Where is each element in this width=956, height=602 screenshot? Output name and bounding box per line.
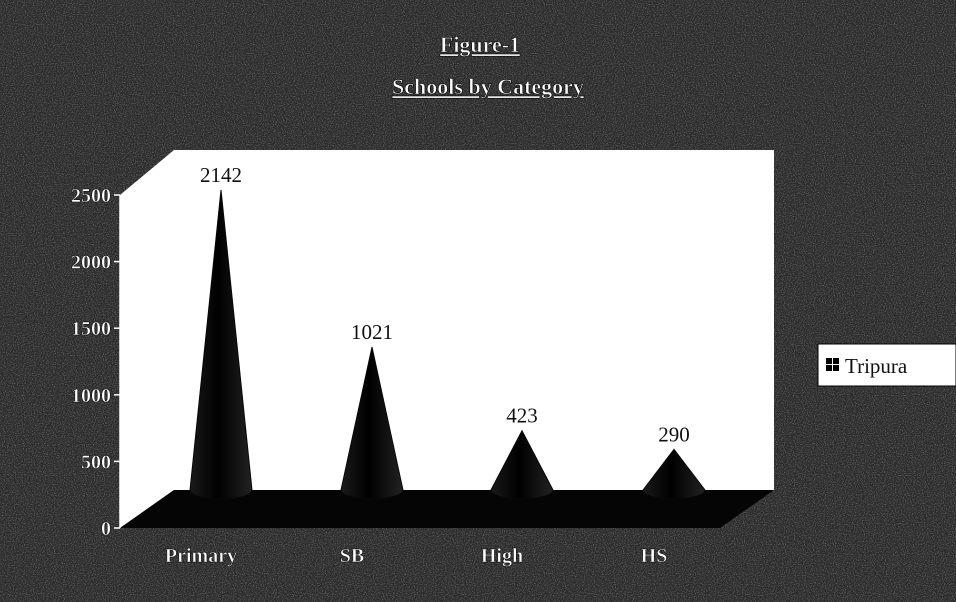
chart-title: Figure-1 <box>440 32 520 57</box>
cone-primary <box>189 189 253 500</box>
cone-hs <box>642 448 706 500</box>
y-tick-label: 1000 <box>71 385 111 407</box>
legend: Tripura <box>817 343 956 387</box>
x-axis-labels: Primary SB High HS <box>165 545 668 568</box>
x-tick-label-sb: SB <box>340 545 364 567</box>
cone-sb <box>340 346 404 500</box>
y-tick-label: 2000 <box>71 252 111 274</box>
data-label-hs: 290 <box>658 422 690 446</box>
cone-series <box>189 189 706 500</box>
y-tick-label: 2500 <box>71 185 111 207</box>
x-tick-label-hs: HS <box>641 545 668 567</box>
y-tick-label: 0 <box>101 518 111 540</box>
y-tick-label: 1500 <box>71 318 111 340</box>
data-labels: 2142 1021 423 290 <box>200 163 690 446</box>
data-label-sb: 1021 <box>351 320 393 344</box>
side-wall <box>120 150 174 528</box>
plot-back-wall <box>174 150 774 490</box>
x-tick-label-high: High <box>481 545 523 567</box>
legend-label-tripura: Tripura <box>845 354 908 378</box>
data-label-high: 423 <box>506 404 538 428</box>
chart-subtitle: Schools by Category <box>392 74 584 99</box>
cone-high <box>490 429 554 500</box>
y-axis-ticks: 0 500 1000 1500 2000 2500 <box>71 185 120 540</box>
plot-floor <box>120 490 774 528</box>
x-tick-label-primary: Primary <box>165 545 237 567</box>
legend-box <box>817 343 956 387</box>
data-label-primary: 2142 <box>200 163 242 187</box>
y-tick-label: 500 <box>81 451 111 473</box>
